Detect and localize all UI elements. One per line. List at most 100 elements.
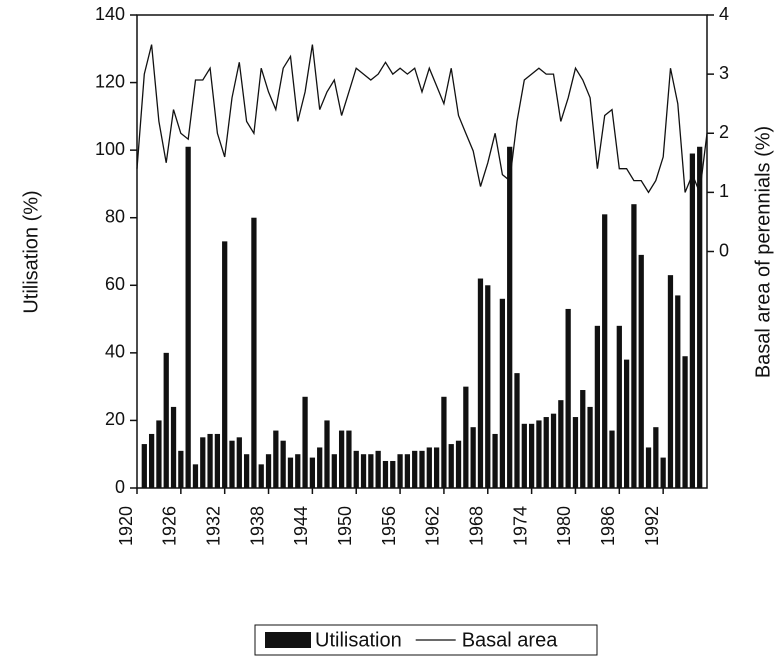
bar xyxy=(441,396,447,488)
bar xyxy=(653,427,659,488)
legend-swatch xyxy=(265,632,311,648)
x-tick-label: 1956 xyxy=(379,506,399,546)
bar xyxy=(594,325,601,488)
bar xyxy=(455,440,462,488)
bar xyxy=(623,359,630,488)
bar xyxy=(141,444,147,488)
x-tick-label: 1962 xyxy=(423,506,443,546)
bar xyxy=(507,146,513,488)
bar xyxy=(419,450,425,488)
y2-tick-label: 4 xyxy=(719,4,729,24)
bar xyxy=(448,444,454,488)
bar xyxy=(536,420,542,488)
bar xyxy=(170,406,177,488)
bar xyxy=(192,464,199,488)
bar xyxy=(265,454,272,488)
x-tick-label: 1932 xyxy=(203,506,223,546)
bar xyxy=(353,450,359,488)
bar xyxy=(317,447,323,488)
x-tick-label: 1944 xyxy=(291,506,311,546)
bar xyxy=(229,440,235,488)
legend-box xyxy=(254,624,598,656)
x-tick-label: 1926 xyxy=(160,506,180,546)
legend-label: Basal area xyxy=(462,629,558,651)
y2-axis-label: Basal area of perennials (%) xyxy=(752,126,774,378)
bar xyxy=(258,464,264,488)
y2-tick-label: 1 xyxy=(719,181,729,201)
bar xyxy=(338,430,345,488)
bar xyxy=(514,373,520,488)
y-tick-label: 0 xyxy=(115,477,125,497)
bar xyxy=(214,433,221,488)
bar xyxy=(302,396,308,488)
y-tick-label: 120 xyxy=(95,71,125,91)
y2-tick-label: 0 xyxy=(719,240,729,260)
bar xyxy=(682,356,688,488)
y-tick-label: 100 xyxy=(95,139,125,159)
x-tick-label: 1986 xyxy=(598,506,618,546)
bar xyxy=(375,450,381,488)
bar xyxy=(602,214,608,489)
bar xyxy=(463,386,469,488)
bar xyxy=(477,278,484,488)
bar xyxy=(638,254,644,488)
bar xyxy=(185,146,191,488)
bar xyxy=(207,433,213,488)
bar xyxy=(645,447,652,488)
bar xyxy=(492,433,498,488)
bar xyxy=(580,390,586,488)
y-tick-label: 20 xyxy=(105,409,125,429)
y-tick-label: 140 xyxy=(95,4,125,24)
bar xyxy=(324,420,330,488)
bar xyxy=(675,295,681,488)
x-tick-label: 1920 xyxy=(116,506,136,546)
line xyxy=(136,44,708,195)
bar xyxy=(346,430,352,488)
bar xyxy=(609,430,615,488)
bar xyxy=(660,457,666,488)
bar xyxy=(360,454,367,488)
y-tick-label: 80 xyxy=(105,206,125,226)
bar xyxy=(558,400,564,488)
bar xyxy=(631,204,637,488)
bar xyxy=(287,457,294,488)
x-tick-label: 1992 xyxy=(642,506,662,546)
bar xyxy=(616,325,622,488)
y-tick-label: 40 xyxy=(105,342,125,362)
bar xyxy=(200,437,206,488)
bar xyxy=(697,146,703,488)
bar xyxy=(667,275,674,488)
y-tick-label: 60 xyxy=(105,274,125,294)
bar xyxy=(426,447,432,488)
bar xyxy=(587,406,593,488)
bar xyxy=(236,437,242,488)
bar xyxy=(390,460,396,488)
bar xyxy=(397,454,403,488)
bar xyxy=(689,153,696,488)
bar xyxy=(222,241,228,488)
legend-label: Utilisation xyxy=(315,629,402,651)
bar xyxy=(251,217,257,488)
bar xyxy=(550,413,557,488)
bar xyxy=(470,427,476,488)
bar xyxy=(528,423,535,488)
bar xyxy=(433,447,440,488)
bar xyxy=(280,440,286,488)
bar xyxy=(273,430,279,488)
x-tick-label: 1938 xyxy=(247,506,267,546)
bar xyxy=(521,423,527,488)
bar xyxy=(404,454,411,488)
bar xyxy=(163,352,169,488)
bar xyxy=(485,285,491,488)
y2-tick-label: 2 xyxy=(719,122,729,142)
bar xyxy=(368,454,374,488)
bar xyxy=(412,450,418,488)
x-tick-label: 1974 xyxy=(510,506,530,546)
bar xyxy=(382,460,389,488)
x-tick-label: 1980 xyxy=(554,506,574,546)
bar xyxy=(178,450,184,488)
bar xyxy=(243,454,250,488)
bar xyxy=(572,417,579,488)
x-tick-label: 1950 xyxy=(335,506,355,546)
